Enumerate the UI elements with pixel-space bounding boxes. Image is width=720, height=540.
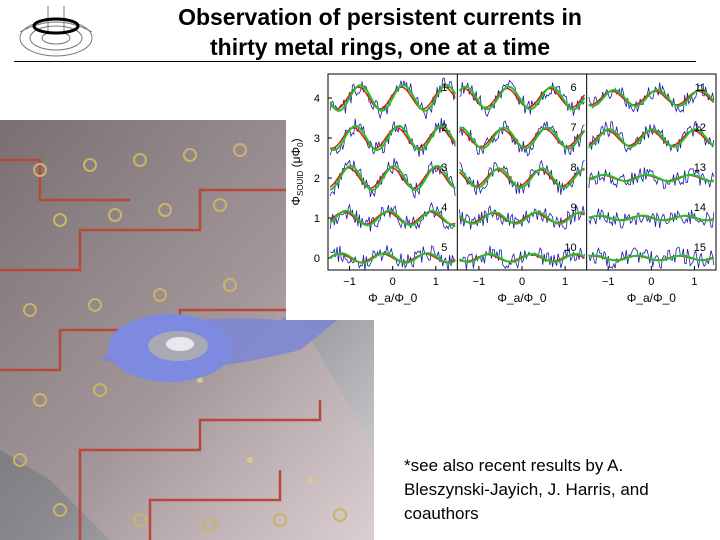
title-line-1: Observation of persistent currents in (178, 4, 582, 30)
fit-curve-11 (588, 88, 715, 108)
fit-curve-6 (458, 85, 586, 111)
data-trace-5 (330, 245, 456, 271)
panel-label-9: 9 (571, 202, 577, 214)
fit-curve-2 (329, 124, 457, 152)
y-tick-label: 2 (314, 173, 320, 185)
fit-curve-8 (458, 167, 585, 189)
x-tick-label: −1 (602, 276, 615, 288)
y-axis-label: ΦSOUID (μΦ0) (289, 138, 305, 205)
slide-title: Observation of persistent currents in th… (110, 2, 650, 62)
model-curve-8 (458, 169, 585, 187)
panel-label-14: 14 (694, 202, 706, 214)
panel-label-6: 6 (571, 82, 577, 94)
panel-label-15: 15 (694, 242, 706, 254)
fit-curve-7 (459, 126, 586, 150)
y-tick-label: 1 (314, 213, 320, 225)
x-tick-label: 0 (390, 276, 396, 288)
x-tick-label: 1 (562, 276, 568, 288)
panel-label-7: 7 (571, 122, 577, 134)
model-curve-5 (329, 253, 456, 263)
x-tick-label: 1 (433, 276, 439, 288)
fit-curve-10 (459, 253, 585, 264)
fit-curve-14 (588, 214, 715, 222)
x-tick-label: 0 (648, 276, 654, 288)
fit-curve-4 (329, 209, 456, 227)
panel-label-8: 8 (571, 162, 577, 174)
panel-label-10: 10 (564, 242, 576, 254)
title-divider (14, 61, 696, 62)
x-axis-label: Φ_a/Φ_0 (368, 291, 418, 305)
panel-label-4: 4 (441, 202, 447, 214)
fit-curve-15 (588, 254, 715, 262)
fit-curve-3 (329, 164, 456, 192)
data-trace-9 (459, 204, 585, 230)
panel-label-5: 5 (441, 242, 447, 254)
x-axis-label: Φ_a/Φ_0 (497, 291, 547, 305)
data-trace-11 (588, 82, 715, 113)
data-trace-2 (329, 117, 456, 157)
footnote-line-2: Bleszynski-Jayich, J. Harris, and (404, 480, 649, 499)
fit-curve-9 (458, 211, 585, 225)
y-tick-label: 4 (314, 93, 320, 105)
panel-label-3: 3 (441, 162, 447, 174)
fit-curve-1 (329, 84, 457, 112)
fit-curve-13 (588, 173, 714, 183)
y-tick-label: 0 (314, 253, 320, 265)
x-axis-label: Φ_a/Φ_0 (627, 291, 677, 305)
y-tick-label: 3 (314, 133, 320, 145)
fit-curve-5 (329, 252, 456, 264)
panel-label-2: 2 (441, 122, 447, 134)
x-tick-label: −1 (473, 276, 486, 288)
footnote-line-1: *see also recent results by A. (404, 456, 624, 475)
panel-label-1: 1 (441, 82, 447, 94)
data-trace-15 (588, 246, 715, 270)
model-curve-4 (329, 211, 456, 225)
data-trace-13 (588, 167, 715, 190)
model-curve-9 (459, 212, 585, 224)
title-line-2: thirty metal rings, one at a time (210, 34, 550, 60)
institution-logo (19, 6, 93, 57)
ring-chip-rendering (0, 120, 374, 540)
model-curve-1 (329, 86, 456, 110)
data-trace-12 (588, 120, 715, 153)
panel-label-13: 13 (694, 162, 706, 174)
fit-curve-12 (588, 128, 715, 148)
x-tick-label: 1 (691, 276, 697, 288)
x-tick-label: −1 (343, 276, 356, 288)
panel-label-12: 12 (694, 122, 706, 134)
footnote: *see also recent results by A. Bleszynsk… (404, 454, 704, 526)
footnote-line-3: coauthors (404, 504, 479, 523)
panel-label-11: 11 (695, 82, 706, 94)
x-tick-label: 0 (519, 276, 525, 288)
